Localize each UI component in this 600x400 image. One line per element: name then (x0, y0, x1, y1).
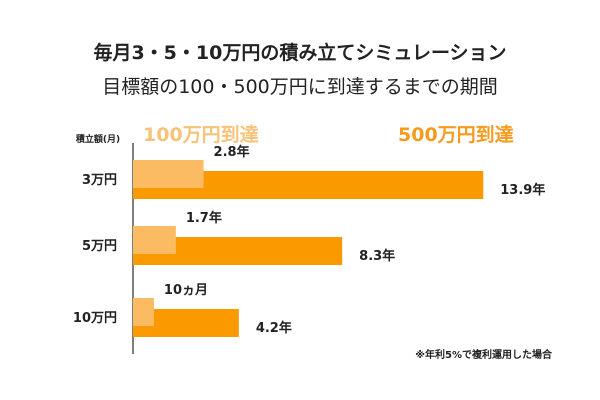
data-label-100man: 10ヵ月 (164, 283, 208, 298)
data-label-100man: 1.7年 (186, 210, 222, 226)
legend-500man: 500万円到達 (398, 123, 514, 146)
bar-100man-0 (133, 160, 204, 188)
bar-100man-2 (133, 298, 154, 326)
chart-title: 毎月3・5・10万円の積み立てシミュレーション (93, 42, 507, 64)
y-axis-label: 積立額(月) (75, 133, 120, 145)
category-label: 3万円 (82, 173, 117, 188)
data-label-500man: 4.2年 (256, 320, 292, 336)
footnote: ※年利5%で複利運用した場合 (415, 350, 552, 361)
data-label-500man: 13.9年 (500, 182, 545, 198)
chart-subtitle: 目標額の100・500万円に到達するまでの期間 (102, 76, 498, 98)
legend-100man: 100万円到達 (143, 123, 259, 146)
data-label-100man: 2.8年 (214, 144, 250, 160)
category-label: 10万円 (73, 311, 117, 326)
data-label-500man: 8.3年 (359, 248, 395, 264)
bar-100man-1 (133, 226, 176, 254)
category-label: 5万円 (82, 239, 117, 254)
